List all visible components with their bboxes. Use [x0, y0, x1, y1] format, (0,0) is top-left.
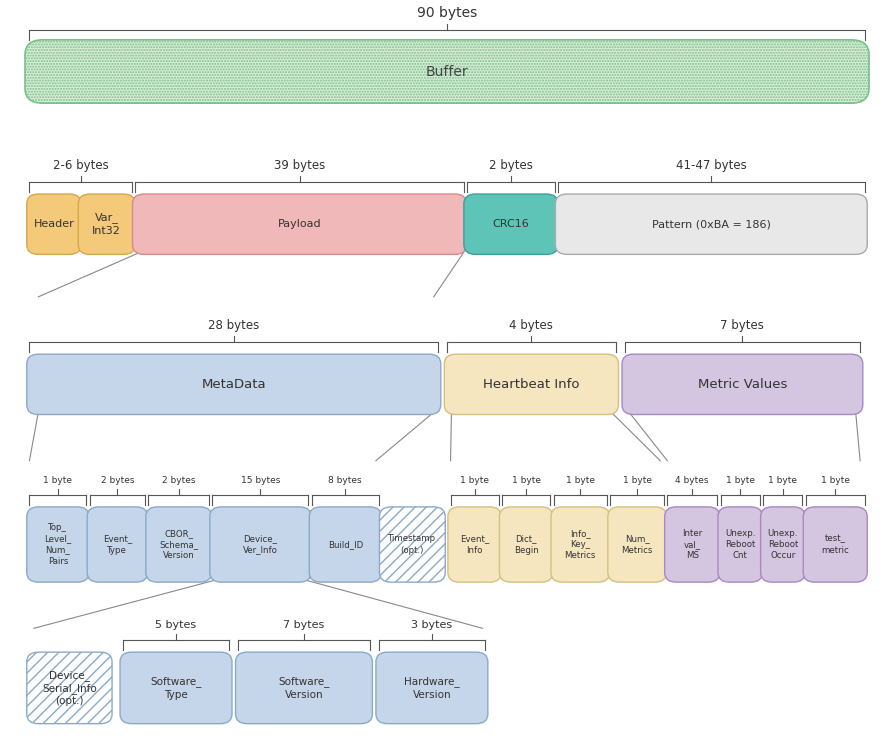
FancyBboxPatch shape — [235, 652, 373, 724]
Text: CRC16: CRC16 — [493, 219, 529, 229]
Text: Build_ID: Build_ID — [327, 540, 363, 549]
FancyBboxPatch shape — [27, 354, 441, 415]
Text: Unexp.
Reboot
Occur: Unexp. Reboot Occur — [768, 529, 798, 560]
Text: Event_
Type: Event_ Type — [103, 535, 132, 554]
Text: Var_
Int32: Var_ Int32 — [92, 213, 122, 236]
Text: 4 bytes: 4 bytes — [676, 476, 709, 485]
FancyBboxPatch shape — [718, 507, 763, 582]
FancyBboxPatch shape — [551, 507, 610, 582]
Text: 7 bytes: 7 bytes — [283, 620, 325, 630]
FancyBboxPatch shape — [146, 507, 212, 582]
Text: 90 bytes: 90 bytes — [417, 6, 477, 20]
FancyBboxPatch shape — [27, 507, 89, 582]
FancyBboxPatch shape — [500, 507, 552, 582]
Text: 1 byte: 1 byte — [768, 476, 797, 485]
Text: Metric Values: Metric Values — [697, 378, 787, 391]
Text: Payload: Payload — [278, 219, 321, 229]
Text: Num_
Metrics: Num_ Metrics — [621, 535, 653, 554]
Text: 39 bytes: 39 bytes — [274, 158, 325, 172]
Text: 15 bytes: 15 bytes — [240, 476, 280, 485]
FancyBboxPatch shape — [608, 507, 666, 582]
Text: 2 bytes: 2 bytes — [162, 476, 196, 485]
Text: 1 byte: 1 byte — [44, 476, 72, 485]
Text: 4 bytes: 4 bytes — [510, 319, 553, 332]
Text: Software_
Type: Software_ Type — [150, 676, 202, 700]
Text: MetaData: MetaData — [201, 378, 266, 391]
FancyBboxPatch shape — [132, 194, 467, 254]
FancyBboxPatch shape — [804, 507, 867, 582]
FancyBboxPatch shape — [27, 652, 112, 724]
Text: Software_
Version: Software_ Version — [278, 676, 330, 700]
Text: Unexp.
Reboot
Cnt: Unexp. Reboot Cnt — [725, 529, 755, 560]
Text: 7 bytes: 7 bytes — [721, 319, 764, 332]
Text: 8 bytes: 8 bytes — [328, 476, 362, 485]
Text: 2 bytes: 2 bytes — [489, 158, 533, 172]
Text: Timestamp
(opt.): Timestamp (opt.) — [388, 535, 436, 554]
FancyBboxPatch shape — [120, 652, 232, 724]
FancyBboxPatch shape — [444, 354, 619, 415]
FancyBboxPatch shape — [761, 507, 805, 582]
Text: 2-6 bytes: 2-6 bytes — [53, 158, 109, 172]
Text: Event_
Info: Event_ Info — [460, 535, 489, 554]
FancyBboxPatch shape — [464, 194, 558, 254]
FancyBboxPatch shape — [664, 507, 720, 582]
FancyBboxPatch shape — [448, 507, 502, 582]
FancyBboxPatch shape — [79, 194, 135, 254]
Text: Hardware_
Version: Hardware_ Version — [404, 676, 460, 700]
FancyBboxPatch shape — [375, 652, 488, 724]
FancyBboxPatch shape — [379, 507, 445, 582]
Text: Inter
val_
MS: Inter val_ MS — [682, 529, 703, 560]
FancyBboxPatch shape — [309, 507, 381, 582]
Text: 1 byte: 1 byte — [622, 476, 652, 485]
Text: Device_
Ver_Info: Device_ Ver_Info — [243, 535, 278, 554]
Text: Heartbeat Info: Heartbeat Info — [483, 378, 579, 391]
FancyBboxPatch shape — [555, 194, 867, 254]
Text: 2 bytes: 2 bytes — [101, 476, 134, 485]
Text: 1 byte: 1 byte — [460, 476, 489, 485]
FancyBboxPatch shape — [88, 507, 148, 582]
Text: 5 bytes: 5 bytes — [156, 620, 197, 630]
Text: 28 bytes: 28 bytes — [208, 319, 259, 332]
Text: 1 byte: 1 byte — [821, 476, 850, 485]
Text: 1 byte: 1 byte — [566, 476, 595, 485]
Text: test_
metric: test_ metric — [822, 535, 849, 554]
Text: Buffer: Buffer — [426, 65, 468, 78]
Text: 41-47 bytes: 41-47 bytes — [676, 158, 746, 172]
Text: 1 byte: 1 byte — [511, 476, 541, 485]
Text: Dict_
Begin: Dict_ Begin — [514, 535, 538, 554]
FancyBboxPatch shape — [210, 507, 311, 582]
FancyBboxPatch shape — [25, 40, 869, 103]
Text: 3 bytes: 3 bytes — [411, 620, 452, 630]
FancyBboxPatch shape — [622, 354, 863, 415]
Text: CBOR_
Schema_
Version: CBOR_ Schema_ Version — [159, 529, 198, 560]
Text: Info_
Key_
Metrics: Info_ Key_ Metrics — [565, 529, 596, 560]
Text: Pattern (0xBA = 186): Pattern (0xBA = 186) — [652, 219, 771, 229]
Text: Header: Header — [33, 219, 74, 229]
FancyBboxPatch shape — [27, 194, 81, 254]
Text: Top_
Level_
Num_
Pairs: Top_ Level_ Num_ Pairs — [44, 523, 72, 566]
Text: Device_
Serial_Info
(opt.): Device_ Serial_Info (opt.) — [42, 670, 97, 706]
Text: 1 byte: 1 byte — [726, 476, 755, 485]
